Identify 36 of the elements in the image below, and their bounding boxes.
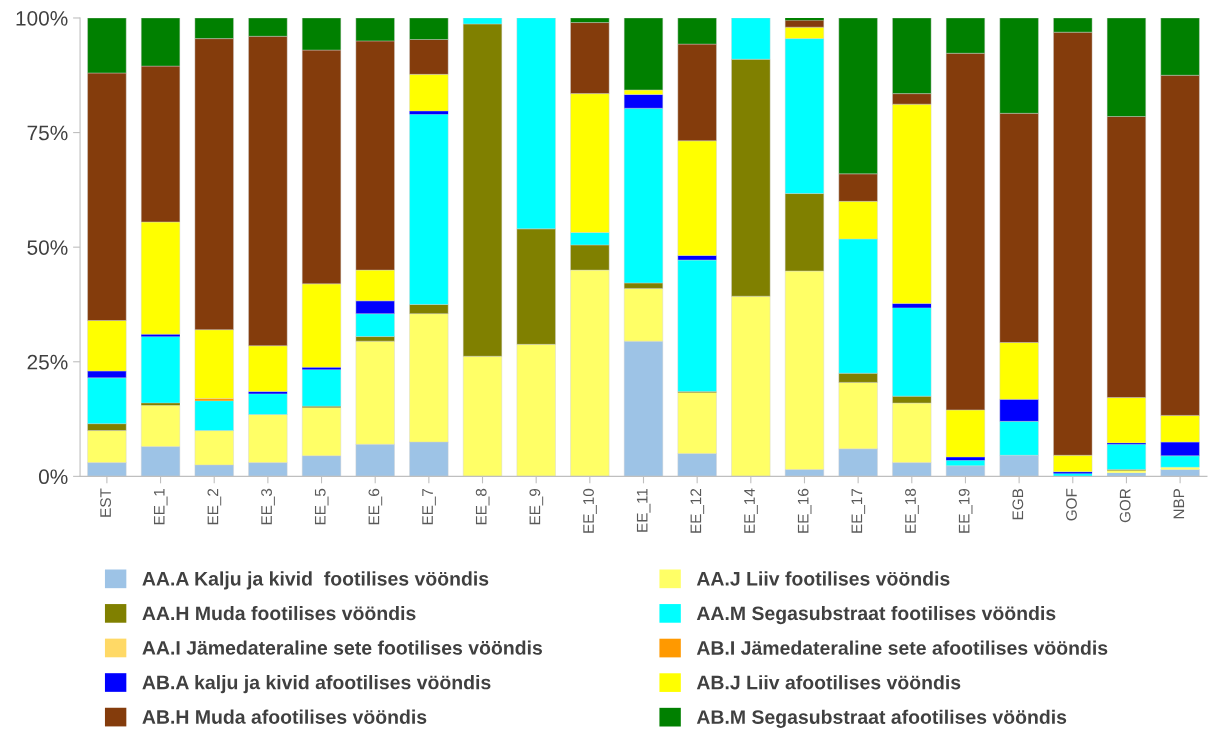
x-tick-label: EE_5	[314, 488, 329, 525]
legend-label: AA.J Liiv footilises vööndis	[696, 571, 950, 586]
legend-label: AA.M Segasubstraat footilises vööndis	[696, 605, 1056, 625]
x-tick-label: EE_19	[958, 488, 973, 533]
legend-label: AA.A Kalju ja kivid footilises vööndis	[142, 571, 489, 590]
x-tick-label: EE_1	[153, 488, 168, 525]
y-tick-label: 50%	[27, 240, 68, 255]
legend-label: AB.A kalju ja kivid afootilises vööndis	[142, 675, 491, 694]
x-tick-label: EE_6	[368, 488, 383, 525]
x-tick-label: EE_2	[207, 488, 222, 525]
x-tick-label: EE_14	[744, 488, 758, 533]
legend-label: AB.I Jämedateraline sete afootilises vööndis	[696, 640, 1108, 655]
x-tick-label: EE_11	[636, 488, 651, 532]
x-tick-label: EE_18	[905, 488, 919, 533]
y-tick-label: 75%	[27, 125, 68, 141]
y-tick-label: 100%	[16, 10, 68, 26]
x-tick-label: EGB	[1012, 488, 1024, 520]
x-tick-label: GOF	[1066, 488, 1077, 521]
x-tick-label: GOR	[1119, 488, 1131, 523]
x-tick-label: EE_9	[529, 488, 544, 525]
legend-label: AA.I Jämedateraline sete footilises vööndis	[142, 640, 542, 655]
legend-label: AB.H Muda afootilises vööndis	[142, 709, 427, 724]
x-tick-label: NBP	[1173, 488, 1185, 519]
y-tick-label: 0%	[38, 469, 68, 485]
x-tick-label: EST	[100, 488, 111, 517]
y-tick-label: 25%	[27, 354, 68, 370]
x-tick-label: EE_17	[851, 488, 866, 533]
legend-label: AA.H Muda footilises vööndis	[142, 605, 416, 621]
x-tick-label: EE_16	[797, 488, 812, 533]
legend-label: AB.J Liiv afootilises vööndis	[696, 675, 961, 690]
x-tick-label: EE_8	[475, 488, 490, 525]
legend-label: AB.M Segasubstraat afootilises vööndis	[696, 709, 1067, 728]
x-tick-label: EE_12	[690, 488, 705, 533]
x-tick-label: EE_7	[422, 488, 436, 525]
x-tick-label: EE_3	[261, 488, 275, 525]
x-tick-label: EE_10	[583, 488, 597, 533]
